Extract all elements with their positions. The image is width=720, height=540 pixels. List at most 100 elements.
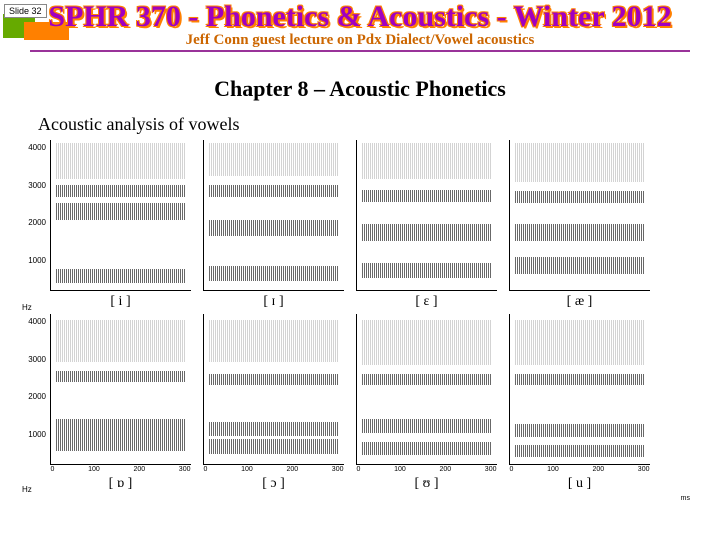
spectro-panel: ►► [ ɪ ] xyxy=(203,140,344,310)
formant-band xyxy=(515,374,645,385)
formant-band xyxy=(56,434,186,451)
vowel-label: [ ʊ ] xyxy=(414,476,438,492)
formant-arrow-icon: ► xyxy=(356,219,359,229)
section-title: Acoustic analysis of vowels xyxy=(38,114,239,135)
subtitle: Jeff Conn guest lecture on Pdx Dialect/V… xyxy=(0,32,720,49)
formant-arrow-icon: ► xyxy=(203,261,206,271)
formant-band xyxy=(56,185,186,197)
spectrogram: ►► xyxy=(509,140,650,291)
formant-band xyxy=(362,442,492,456)
formant-band xyxy=(209,266,339,281)
formant-arrow-icon: ► xyxy=(509,419,512,429)
noise-band xyxy=(56,143,186,179)
y-axis-unit: Hz xyxy=(22,485,32,494)
spectrogram: ►► xyxy=(356,140,497,291)
formant-band xyxy=(362,190,492,202)
x-ticks: 0 100 200 300 xyxy=(204,466,344,473)
spectrogram-grid: 4000300020001000Hz►►[ i ]►►[ ɪ ]►►[ ɛ ]►… xyxy=(50,140,670,496)
formant-arrow-icon: ► xyxy=(509,440,512,450)
noise-band xyxy=(362,143,492,179)
y-axis: 4000 3000 2000 1000 xyxy=(22,140,48,290)
vowel-label: [ ɔ ] xyxy=(262,476,285,492)
formant-arrow-icon: ► xyxy=(50,198,53,208)
formant-band xyxy=(362,419,492,433)
noise-band xyxy=(515,320,645,365)
vowel-label: [ i ] xyxy=(110,294,130,310)
formant-band xyxy=(209,374,339,385)
vowel-label: [ ɛ ] xyxy=(415,294,437,310)
y-tick: 4000 xyxy=(22,317,46,326)
formant-band xyxy=(515,424,645,438)
formant-band xyxy=(515,191,645,203)
formant-arrow-icon: ► xyxy=(203,434,206,444)
formant-arrow-icon: ► xyxy=(356,437,359,447)
formant-band xyxy=(209,439,339,454)
formant-band xyxy=(515,224,645,241)
formant-band xyxy=(362,374,492,385)
slide-number: Slide 32 xyxy=(4,4,47,18)
y-tick: 2000 xyxy=(22,392,46,401)
spectro-row: 4000300020001000Hz►►[ i ]►►[ ɪ ]►►[ ɛ ]►… xyxy=(50,140,670,310)
formant-arrow-icon: ► xyxy=(50,429,53,439)
noise-band xyxy=(209,143,339,176)
x-axis-unit: ms xyxy=(681,495,690,502)
y-tick: 1000 xyxy=(22,256,46,265)
noise-band xyxy=(56,320,186,362)
formant-band xyxy=(56,419,186,434)
x-tick: 100 xyxy=(547,466,559,473)
y-axis-unit: Hz xyxy=(22,303,32,312)
spectro-panel: ► ► 0 100 200 300 [ ɔ ] xyxy=(203,314,344,492)
y-tick: 1000 xyxy=(22,430,46,439)
y-tick: 3000 xyxy=(22,355,46,364)
x-tick: 200 xyxy=(286,466,298,473)
formant-arrow-icon: ► xyxy=(509,219,512,229)
x-tick: 100 xyxy=(241,466,253,473)
vowel-label: [ ɪ ] xyxy=(263,294,283,310)
x-ticks: 0100200300 xyxy=(510,466,650,473)
x-tick: 100 xyxy=(88,466,100,473)
x-tick: 0 xyxy=(510,466,514,473)
formant-band xyxy=(362,224,492,241)
formant-band xyxy=(209,185,339,197)
course-title: SPHR 370 - Phonetics & Acoustics - Winte… xyxy=(0,0,720,34)
formant-band xyxy=(362,263,492,278)
x-ticks: 0100200300 xyxy=(357,466,497,473)
x-tick: 200 xyxy=(439,466,451,473)
spectro-panel: ►►0100200300[ ʊ ] xyxy=(356,314,497,492)
header-rule xyxy=(30,50,690,52)
x-tick: 200 xyxy=(592,466,604,473)
x-tick: 100 xyxy=(394,466,406,473)
spectro-panel: ►►[ ɛ ] xyxy=(356,140,497,310)
y-axis: 4000 3000 2000 1000 xyxy=(22,314,48,464)
x-tick: 300 xyxy=(179,466,191,473)
vowel-label: [ ɒ ] xyxy=(109,476,133,492)
spectrogram: ►► xyxy=(356,314,497,465)
y-tick: 4000 xyxy=(22,143,46,152)
header-banner: SPHR 370 - Phonetics & Acoustics - Winte… xyxy=(0,0,720,58)
spectrogram: ►► xyxy=(509,314,650,465)
noise-band xyxy=(515,143,645,182)
formant-band xyxy=(56,371,186,382)
y-tick: 2000 xyxy=(22,218,46,227)
formant-band xyxy=(56,269,186,283)
vowel-label: [ u ] xyxy=(568,476,591,492)
y-tick: 3000 xyxy=(22,181,46,190)
formant-arrow-icon: ► xyxy=(509,252,512,262)
x-tick: 0 xyxy=(204,466,208,473)
spectro-panel: ►►0100200300[ u ] xyxy=(509,314,650,492)
noise-band xyxy=(209,320,339,362)
formant-band xyxy=(515,257,645,274)
spectro-row: 4000300020001000Hz►►0100200300[ ɒ ]►►010… xyxy=(50,314,670,492)
spectro-panel: ► ► [ i ] xyxy=(50,140,191,310)
x-tick: 300 xyxy=(332,466,344,473)
noise-band xyxy=(362,320,492,365)
formant-arrow-icon: ► xyxy=(356,258,359,268)
formant-arrow-icon: ► xyxy=(50,264,53,274)
formant-arrow-icon: ► xyxy=(50,414,53,424)
spectro-panel: ►►[ æ ] xyxy=(509,140,650,310)
vowel-label: [ æ ] xyxy=(567,294,593,310)
spectro-panel: ►►0100200300[ ɒ ] xyxy=(50,314,191,492)
spectrogram: ►► xyxy=(203,140,344,291)
formant-arrow-icon: ► xyxy=(203,417,206,427)
x-tick: 0 xyxy=(51,466,55,473)
